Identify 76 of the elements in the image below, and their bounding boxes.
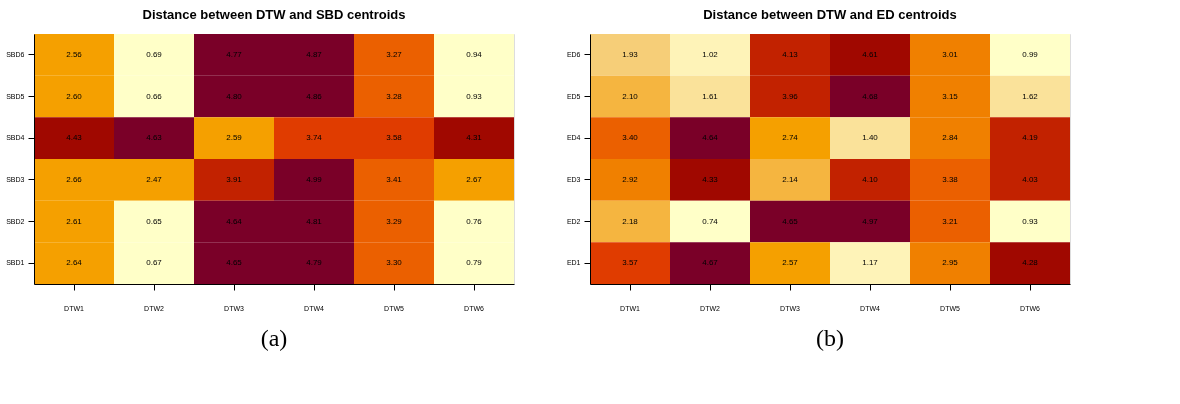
data-label: 4.65	[226, 258, 243, 268]
data-label: 4.65	[782, 216, 799, 226]
data-label: 2.64	[66, 258, 83, 268]
data-label: 4.10	[862, 174, 879, 184]
text: (a)	[260, 325, 288, 351]
data-label: 2.14	[782, 174, 799, 184]
data-label: 2.67	[466, 174, 483, 184]
data-label: 3.57	[622, 258, 639, 268]
data-label: 3.27	[386, 49, 403, 59]
data-label: 1.61	[702, 91, 719, 101]
data-label: 3.28	[386, 91, 403, 101]
data-label: 0.94	[466, 49, 483, 59]
chart-title: Distance between DTW and SBD centroids	[142, 7, 406, 22]
data-label: 2.56	[66, 49, 83, 59]
data-label: 4.87	[306, 49, 323, 59]
data-label: 4.64	[226, 216, 243, 226]
data-label: 4.86	[306, 91, 323, 101]
data-label: 4.79	[306, 258, 323, 268]
data-label: 3.41	[386, 174, 403, 184]
data-label: 0.99	[1022, 49, 1039, 59]
data-label: 4.43	[66, 133, 83, 143]
data-label: 0.69	[146, 49, 163, 59]
data-label: 0.67	[146, 258, 163, 268]
data-label: 4.31	[466, 133, 483, 143]
data-label: 3.38	[942, 174, 959, 184]
data-label: 3.74	[306, 133, 323, 143]
data-label: 3.01	[942, 49, 959, 59]
data-label: 4.28	[1022, 258, 1039, 268]
data-label: 4.13	[782, 49, 799, 59]
data-label: 4.97	[862, 216, 879, 226]
data-label: 3.91	[226, 174, 243, 184]
data-label: 0.66	[146, 91, 163, 101]
data-label: 4.33	[702, 174, 719, 184]
data-label: 0.79	[466, 258, 483, 268]
data-label: 1.62	[1022, 91, 1039, 101]
data-label: 2.60	[66, 91, 83, 101]
data-label: 4.99	[306, 174, 323, 184]
data-label: 4.67	[702, 258, 719, 268]
data-label: 3.58	[386, 133, 403, 143]
data-label: 2.95	[942, 258, 959, 268]
data-label: 2.47	[146, 174, 163, 184]
data-label: 4.68	[862, 91, 879, 101]
data-label: 2.57	[782, 258, 799, 268]
data-label: 4.61	[862, 49, 879, 59]
data-label: 3.96	[782, 91, 799, 101]
data-label: 0.76	[466, 216, 483, 226]
data-label: 4.80	[226, 91, 243, 101]
data-label: 2.59	[226, 133, 243, 143]
data-label: 0.65	[146, 216, 163, 226]
data-label: 2.74	[782, 133, 799, 143]
data-label: 4.03	[1022, 174, 1039, 184]
data-label: 3.21	[942, 216, 959, 226]
data-label: 2.10	[622, 91, 639, 101]
data-label: 4.64	[702, 133, 719, 143]
data-label: 2.18	[622, 216, 639, 226]
data-label: 0.93	[466, 91, 483, 101]
data-label: 2.92	[622, 174, 639, 184]
data-label: 3.15	[942, 91, 959, 101]
data-label: 2.61	[66, 216, 83, 226]
data-label: 1.17	[862, 258, 879, 268]
data-label: 0.74	[702, 216, 719, 226]
data-label: 3.30	[386, 258, 403, 268]
data-label: 1.02	[702, 49, 719, 59]
data-label: 2.84	[942, 133, 959, 143]
data-label: 4.81	[306, 216, 323, 226]
data-label: 2.66	[66, 174, 83, 184]
chart-title: Distance between DTW and ED centroids	[703, 7, 957, 22]
data-label: 4.63	[146, 133, 163, 143]
data-label: 1.93	[622, 49, 639, 59]
data-label: 4.77	[226, 49, 243, 59]
data-label: 0.93	[1022, 216, 1039, 226]
text: (b)	[816, 325, 844, 351]
data-label: 4.19	[1022, 133, 1039, 143]
data-label: 3.40	[622, 133, 639, 143]
data-label: 3.29	[386, 216, 403, 226]
data-label: 1.40	[862, 133, 879, 143]
